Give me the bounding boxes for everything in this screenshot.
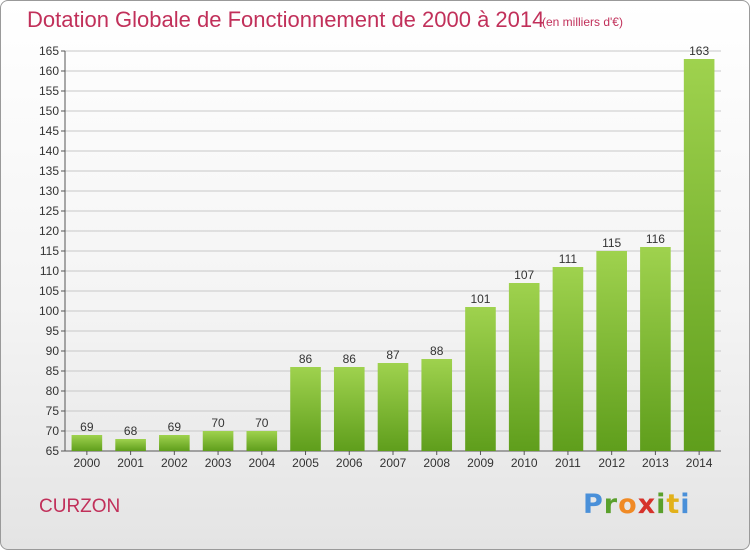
y-tick-label: 165 — [39, 44, 59, 58]
y-tick-label: 80 — [46, 384, 60, 398]
logo-letter: i — [680, 489, 691, 520]
bar-2001 — [115, 439, 146, 451]
value-label-2014: 163 — [689, 44, 709, 58]
x-tick-label-2002: 2002 — [161, 456, 188, 470]
y-tick-label: 95 — [46, 324, 60, 338]
y-tick-label: 120 — [39, 224, 59, 238]
y-tick-label: 90 — [46, 344, 60, 358]
x-tick-label-2006: 2006 — [336, 456, 363, 470]
x-tick-label-2012: 2012 — [598, 456, 625, 470]
bar-2012 — [596, 251, 627, 451]
y-tick-label: 140 — [39, 144, 59, 158]
bar-2007 — [377, 363, 409, 451]
commune-name: CURZON — [39, 496, 121, 517]
y-tick-label: 155 — [39, 84, 59, 98]
y-tick-label: 85 — [46, 364, 60, 378]
bar-2000 — [71, 435, 103, 451]
x-tick-label-2014: 2014 — [686, 456, 713, 470]
bar-2013 — [640, 247, 671, 451]
x-tick-label-2009: 2009 — [467, 456, 494, 470]
bar-2009 — [465, 307, 496, 451]
x-tick-label-2008: 2008 — [423, 456, 450, 470]
logo-letter: x — [637, 489, 657, 520]
logo-letter: o — [618, 489, 638, 520]
x-tick-label-2000: 2000 — [74, 456, 101, 470]
y-tick-label: 70 — [46, 424, 60, 438]
x-tick-label-2003: 2003 — [205, 456, 232, 470]
bar-2003 — [202, 431, 234, 451]
y-tick-label: 125 — [39, 204, 59, 218]
logo-letter: i — [656, 489, 667, 520]
logo-letter: P — [583, 489, 604, 520]
x-tick-label-2004: 2004 — [248, 456, 275, 470]
value-label-2003: 70 — [211, 416, 225, 430]
labels: 65 70 75 80 85 90 95 100 105 110 115 120 125 130 135 14… — [39, 44, 713, 470]
bar-2005 — [290, 367, 321, 451]
logo-letter: r — [603, 489, 619, 520]
value-label-2011: 111 — [559, 252, 578, 266]
y-tick-label: 135 — [39, 164, 59, 178]
value-label-2010: 107 — [514, 268, 534, 282]
x-tick-label-2001: 2001 — [117, 456, 144, 470]
y-tick-label: 65 — [46, 444, 60, 458]
value-label-2004: 70 — [255, 416, 269, 430]
x-tick-label-2010: 2010 — [511, 456, 538, 470]
value-label-2006: 86 — [343, 352, 357, 366]
value-label-2007: 87 — [386, 348, 400, 362]
bar-2002 — [159, 435, 190, 451]
y-tick-label: 130 — [39, 184, 59, 198]
value-label-2005: 86 — [299, 352, 313, 366]
y-tick-label: 150 — [39, 104, 59, 118]
y-tick-label: 75 — [46, 404, 60, 418]
x-tick-label-2013: 2013 — [642, 456, 669, 470]
y-tick-label: 115 — [40, 244, 59, 258]
value-label-2001: 68 — [124, 424, 138, 438]
bar-2006 — [333, 367, 365, 451]
bar-2010 — [508, 283, 540, 451]
y-tick-label: 160 — [39, 64, 59, 78]
x-tick-label-2011: 2011 — [555, 456, 581, 470]
bar-2008 — [421, 359, 453, 451]
bar-2011 — [552, 267, 584, 451]
value-label-2012: 115 — [602, 236, 621, 250]
unit-label: (en milliers d'€) — [542, 15, 623, 29]
logo-letter: t — [666, 489, 681, 520]
bar-2004 — [246, 431, 278, 451]
y-tick-label: 100 — [39, 304, 59, 318]
bars — [71, 59, 715, 451]
chart-title: Dotation Globale de Fonctionnement de 20… — [27, 7, 545, 32]
y-tick-label: 105 — [39, 284, 59, 298]
value-label-2000: 69 — [80, 420, 94, 434]
x-tick-label-2007: 2007 — [380, 456, 407, 470]
value-label-2009: 101 — [470, 292, 490, 306]
y-tick-label: 145 — [39, 124, 59, 138]
proxiti-logo: Proxiti — [583, 489, 691, 520]
x-tick-label-2005: 2005 — [292, 456, 319, 470]
value-label-2002: 69 — [168, 420, 182, 434]
bar-2014 — [683, 59, 715, 451]
value-label-2013: 116 — [646, 232, 665, 246]
value-label-2008: 88 — [430, 344, 444, 358]
y-tick-label: 110 — [40, 264, 59, 278]
